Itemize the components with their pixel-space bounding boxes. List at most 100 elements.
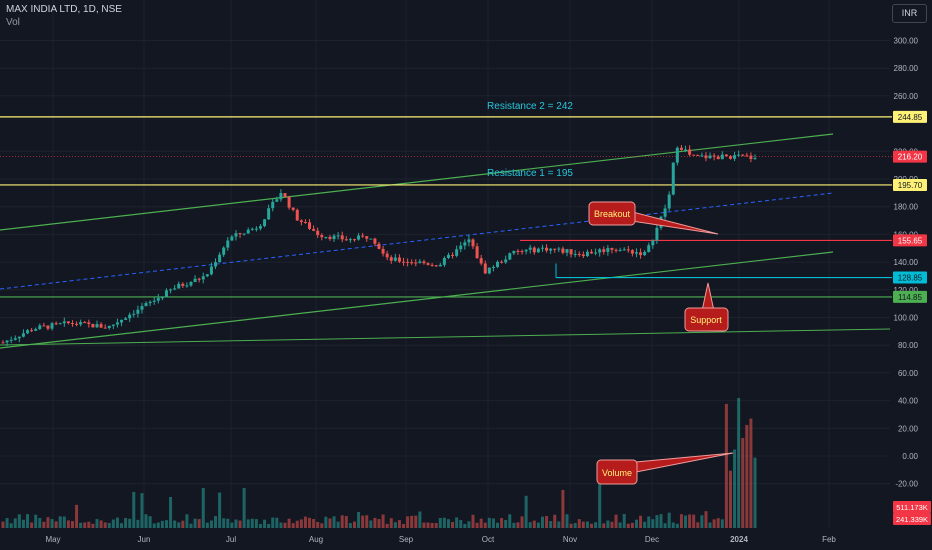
candle-body bbox=[79, 322, 83, 325]
volume-bar bbox=[205, 522, 209, 528]
volume-bar bbox=[659, 514, 663, 528]
candle-body bbox=[70, 323, 74, 325]
volume-bar bbox=[581, 521, 585, 528]
candle-body bbox=[30, 330, 34, 332]
volume-bar bbox=[704, 511, 708, 528]
candle-body bbox=[467, 239, 471, 243]
volume-bar bbox=[569, 523, 573, 528]
candle-body bbox=[463, 242, 467, 246]
volume-bar bbox=[663, 523, 667, 528]
candle-body bbox=[324, 236, 328, 238]
candle-body bbox=[1, 342, 5, 344]
volume-bar bbox=[279, 522, 283, 528]
candle-body bbox=[103, 327, 107, 329]
volume-bar bbox=[434, 523, 438, 528]
candle-body bbox=[741, 154, 745, 156]
resistance-1-label: Resistance 1 = 195 bbox=[487, 168, 573, 179]
volume-bar bbox=[508, 514, 512, 528]
volume-bar bbox=[724, 403, 728, 528]
volume-bar bbox=[218, 492, 222, 528]
grid bbox=[0, 0, 890, 528]
candle-body bbox=[728, 156, 732, 159]
volume-indicator-label[interactable]: Vol bbox=[6, 17, 20, 28]
volume-bar bbox=[626, 523, 630, 528]
time-tick-label: Sep bbox=[399, 535, 414, 544]
candle-body bbox=[369, 238, 373, 240]
volume-bar bbox=[565, 514, 569, 528]
volume-bar bbox=[381, 514, 385, 528]
candle-body bbox=[17, 336, 21, 339]
candle-body bbox=[630, 250, 634, 254]
levels bbox=[0, 116, 892, 298]
candle-body bbox=[679, 147, 683, 150]
volume-bar bbox=[201, 488, 205, 528]
candle-body bbox=[643, 251, 647, 256]
candle-body bbox=[230, 236, 234, 241]
volume-bar bbox=[177, 522, 181, 528]
candle-body bbox=[606, 248, 610, 252]
volume-bar bbox=[524, 495, 528, 528]
candle-body bbox=[581, 254, 585, 257]
volume-bar bbox=[115, 517, 119, 528]
volume-bar bbox=[737, 398, 741, 528]
volume-bar bbox=[295, 520, 299, 528]
candle-body bbox=[426, 263, 430, 265]
volume-bar bbox=[585, 521, 589, 528]
last-price-label: 216.20 bbox=[898, 153, 923, 162]
volume-bar bbox=[385, 523, 389, 528]
currency-button[interactable]: INR bbox=[892, 4, 927, 23]
volume-bar bbox=[643, 521, 647, 528]
candle-body bbox=[508, 253, 512, 260]
candle-body bbox=[185, 285, 189, 287]
candle-body bbox=[377, 243, 381, 249]
volume-bar bbox=[442, 517, 446, 528]
candle-body bbox=[442, 258, 446, 265]
candle-body bbox=[675, 147, 679, 163]
volume-bar bbox=[156, 522, 160, 528]
volume-bar bbox=[189, 523, 193, 528]
volume-bar bbox=[70, 521, 74, 528]
volume-bar bbox=[357, 511, 361, 528]
time-tick-label: Feb bbox=[822, 535, 836, 544]
candle-body bbox=[340, 235, 344, 240]
candle-body bbox=[38, 325, 42, 330]
candle-body bbox=[13, 338, 17, 340]
volume-bar bbox=[520, 516, 524, 528]
candle-body bbox=[124, 318, 128, 320]
candle-body bbox=[516, 250, 520, 252]
time-tick-label: May bbox=[45, 535, 60, 544]
candle-body bbox=[688, 149, 692, 155]
volume-bar bbox=[9, 523, 13, 528]
lower-channel-line bbox=[0, 251, 834, 349]
volume-bar bbox=[418, 511, 422, 528]
volume-bar bbox=[446, 519, 450, 528]
candle-body bbox=[279, 193, 283, 200]
candle-body bbox=[749, 155, 753, 160]
candle-body bbox=[577, 253, 581, 255]
volume-bar bbox=[602, 523, 606, 528]
volume-bar bbox=[258, 523, 262, 528]
candle-body bbox=[62, 321, 66, 324]
volume-bar bbox=[389, 518, 393, 528]
volume-bar bbox=[136, 519, 140, 528]
candle-body bbox=[160, 297, 164, 299]
volume-bar bbox=[303, 516, 307, 528]
volume-bar bbox=[720, 519, 724, 528]
volume-bar bbox=[459, 520, 463, 528]
volume-bar bbox=[749, 418, 753, 528]
breakout-callout-pointer bbox=[624, 209, 719, 235]
volume-bar bbox=[471, 514, 475, 528]
volume-bar bbox=[164, 520, 168, 528]
volume-bar bbox=[46, 517, 50, 528]
volume-bar bbox=[679, 514, 683, 528]
volume-bar bbox=[348, 523, 352, 528]
candle-body bbox=[140, 306, 144, 310]
candle-body bbox=[565, 249, 569, 253]
volume-bar bbox=[753, 457, 757, 528]
volume-bar bbox=[639, 515, 643, 528]
level-tag bbox=[893, 178, 927, 191]
volume-bar bbox=[696, 522, 700, 528]
candle-body bbox=[430, 264, 434, 266]
candle-body bbox=[700, 155, 704, 157]
